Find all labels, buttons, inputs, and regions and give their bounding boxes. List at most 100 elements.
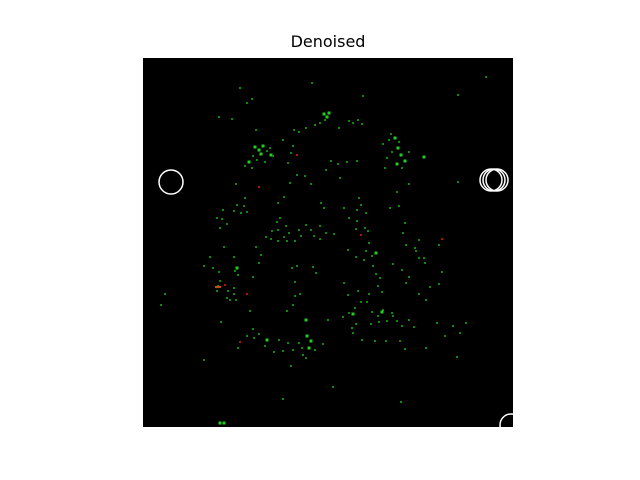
green-pixel — [294, 281, 296, 283]
green-pixel — [325, 169, 327, 171]
green-pixel — [277, 240, 279, 242]
green-pixel — [330, 160, 332, 162]
green-pixel — [265, 338, 269, 342]
green-pixel — [360, 301, 362, 303]
green-pixel — [322, 343, 324, 345]
green-pixel — [309, 339, 313, 343]
green-pixel — [314, 124, 316, 126]
red-pixel — [441, 238, 443, 240]
green-pixel — [294, 240, 296, 242]
green-pixel — [239, 87, 241, 89]
green-pixel — [314, 349, 316, 351]
green-pixel — [377, 315, 379, 317]
green-pixel — [347, 249, 349, 251]
green-pixel — [203, 359, 205, 361]
green-pixel — [311, 82, 313, 84]
marker-ring — [158, 169, 184, 195]
green-pixel — [424, 262, 426, 264]
green-pixel — [324, 119, 326, 121]
green-pixel — [301, 347, 303, 349]
green-pixel — [255, 129, 257, 131]
green-pixel — [371, 255, 373, 257]
green-pixel — [343, 282, 345, 284]
green-pixel — [333, 233, 335, 235]
green-pixel — [456, 356, 458, 358]
green-pixel — [305, 224, 307, 226]
green-pixel — [310, 183, 312, 185]
green-pixel — [441, 271, 443, 273]
green-pixel — [233, 287, 235, 289]
red-pixel — [239, 341, 241, 343]
green-pixel — [485, 76, 487, 78]
orange-streak — [215, 286, 221, 288]
green-pixel — [362, 95, 364, 97]
dots-layer — [160, 76, 487, 425]
green-pixel — [377, 285, 379, 287]
red-pixel — [258, 186, 260, 188]
figure-title: Denoised — [290, 32, 366, 51]
green-pixel — [414, 247, 416, 249]
green-pixel — [423, 257, 425, 259]
green-pixel — [292, 145, 294, 147]
green-pixel — [438, 283, 440, 285]
green-pixel — [305, 127, 307, 129]
green-pixel — [385, 340, 387, 342]
green-pixel — [252, 328, 254, 330]
green-pixel — [282, 398, 284, 400]
green-pixel — [338, 127, 340, 129]
green-pixel — [398, 205, 400, 207]
red-pixel — [296, 154, 298, 156]
green-pixel — [372, 265, 374, 267]
green-pixel — [363, 259, 365, 261]
green-pixel — [264, 161, 266, 163]
green-pixel — [249, 310, 251, 312]
green-pixel — [278, 339, 280, 341]
green-pixel — [237, 274, 239, 276]
image-background — [143, 58, 513, 427]
marker-ring — [485, 168, 509, 192]
red-pixel — [246, 293, 248, 295]
green-pixel — [381, 291, 383, 293]
green-pixel — [222, 421, 226, 425]
green-pixel — [396, 191, 398, 193]
green-pixel — [227, 290, 229, 292]
green-pixel — [233, 293, 235, 295]
green-pixel — [351, 312, 355, 316]
green-pixel — [392, 263, 394, 265]
green-pixel — [396, 146, 400, 150]
green-pixel — [380, 310, 384, 314]
green-pixel — [289, 182, 291, 184]
green-pixel — [386, 320, 388, 322]
green-pixel — [282, 350, 284, 352]
green-pixel — [327, 319, 329, 321]
green-pixel — [293, 129, 295, 131]
green-pixel — [304, 175, 306, 177]
green-pixel — [438, 244, 440, 246]
green-pixel — [244, 165, 246, 167]
green-pixel — [203, 265, 205, 267]
green-pixel — [219, 280, 221, 282]
green-pixel — [323, 207, 325, 209]
green-pixel — [391, 312, 393, 314]
green-pixel — [413, 326, 415, 328]
green-pixel — [235, 299, 237, 301]
green-pixel — [319, 238, 321, 240]
green-pixel — [401, 269, 403, 271]
green-pixel — [457, 181, 459, 183]
green-pixel — [436, 322, 438, 324]
green-pixel — [222, 209, 224, 211]
green-pixel — [290, 365, 292, 367]
green-pixel — [304, 318, 308, 322]
green-pixel — [307, 346, 311, 350]
green-pixel — [364, 227, 366, 229]
green-pixel — [287, 162, 289, 164]
green-pixel — [231, 118, 233, 120]
green-pixel — [218, 271, 220, 273]
green-pixel — [237, 347, 239, 349]
green-pixel — [272, 155, 274, 157]
green-pixel — [355, 323, 357, 325]
green-pixel — [279, 217, 281, 219]
green-pixel — [386, 157, 388, 159]
green-pixel — [226, 223, 228, 225]
